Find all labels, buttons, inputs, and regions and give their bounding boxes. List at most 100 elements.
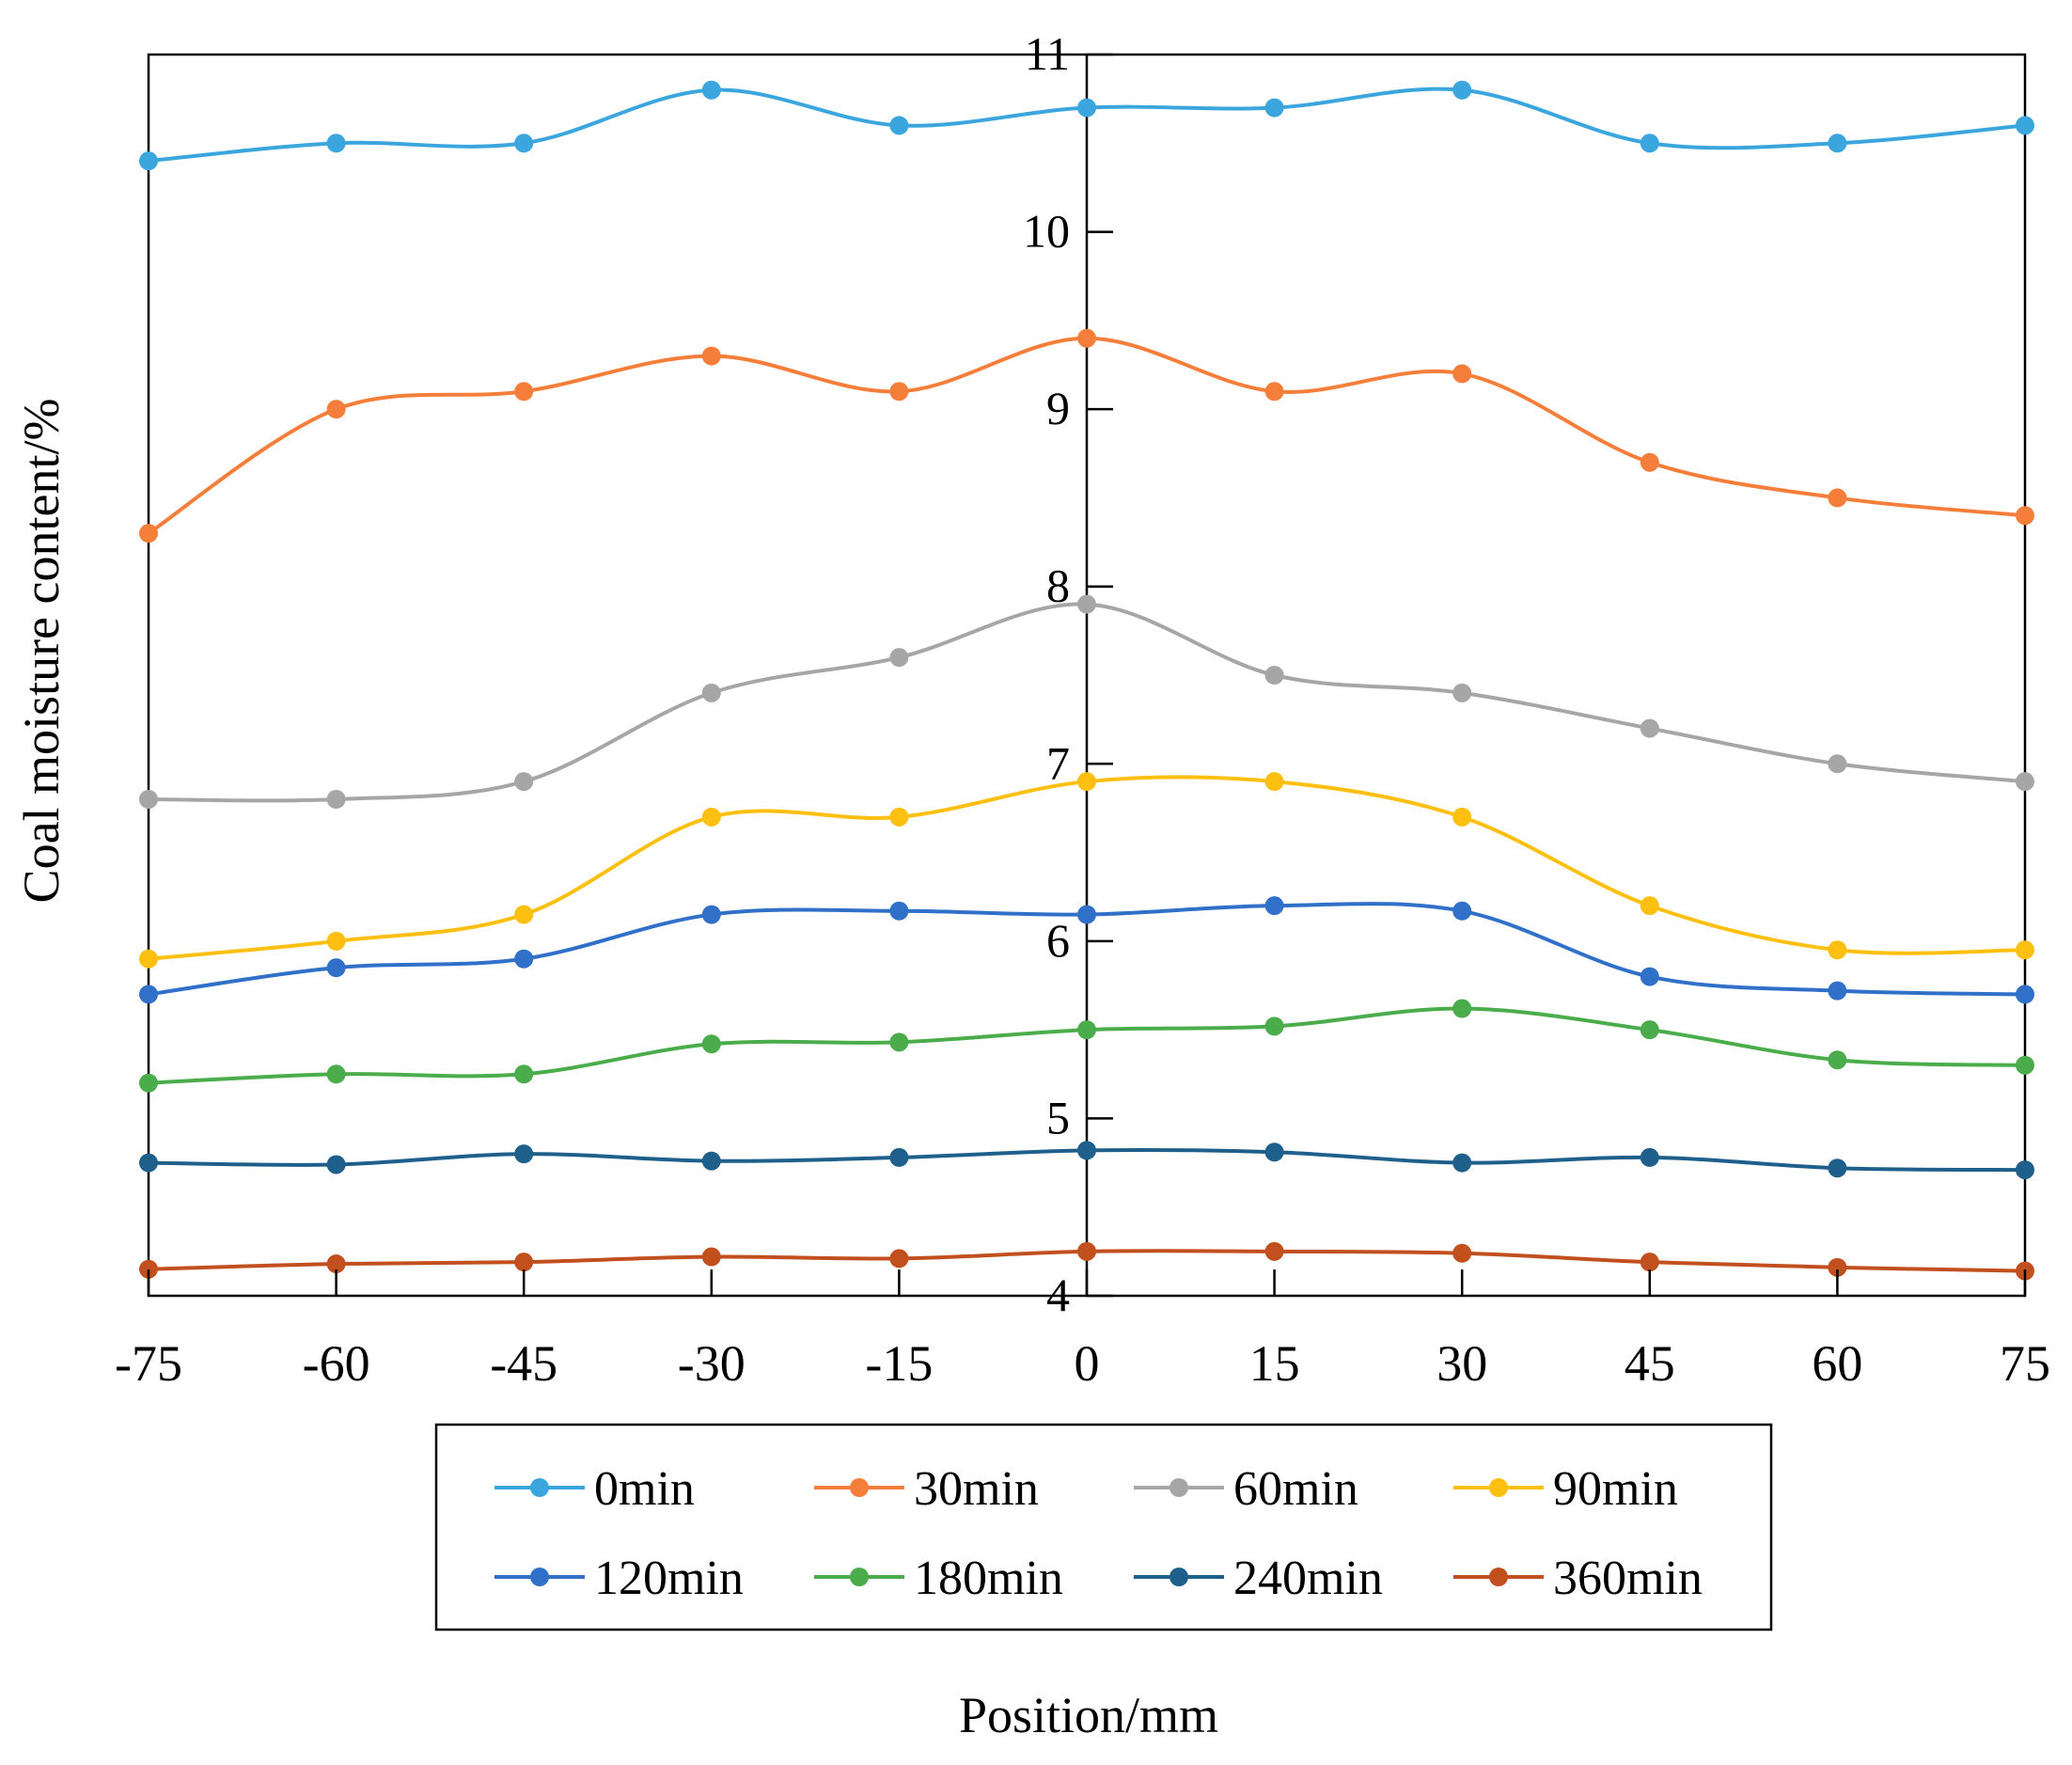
data-point [514,1253,534,1272]
data-point [889,116,909,135]
data-point [701,807,721,827]
x-tick-label: 60 [1812,1335,1862,1392]
data-point [1452,1153,1472,1173]
data-point [701,1034,721,1054]
data-point [1077,905,1096,924]
legend: 0min 30min 60min 90min 120min 180min 240min 360… [434,1423,1773,1631]
series-90min [139,772,2034,969]
x-tick-label: 15 [1249,1335,1300,1392]
data-point [326,400,346,419]
data-point [1640,1020,1659,1040]
data-point [1077,1241,1096,1261]
data-point [1828,754,1847,774]
data-point [1264,382,1284,402]
data-point [139,151,158,171]
data-point [1077,98,1096,118]
legend-item: 60min [1134,1462,1358,1516]
data-point [514,134,534,153]
data-point [889,1249,909,1269]
y-axis-ticks: 4 5 6 7 8 9 10 11 [1023,27,1113,1321]
data-point [1640,1147,1659,1167]
y-tick-label: 11 [1025,27,1070,80]
data-point [1264,896,1284,916]
data-point [2016,1160,2034,1180]
legend-label: 30min [914,1462,1039,1516]
data-point [139,949,158,969]
data-point [326,958,346,978]
data-point [1828,1158,1847,1178]
data-point [1077,594,1096,614]
data-point [889,901,909,921]
data-point [1640,718,1659,738]
data-point [514,905,534,924]
legend-label: 360min [1553,1552,1703,1605]
data-point [326,1254,346,1274]
legend-swatch-marker [1169,1478,1188,1497]
data-point [1077,328,1096,348]
data-point [1452,364,1472,384]
data-point [326,790,346,809]
data-point [1640,967,1659,986]
data-point [2016,985,2034,1004]
data-point [1264,666,1284,685]
data-point [326,1155,346,1174]
legend-swatch-marker [850,1568,869,1586]
data-point [889,1147,909,1167]
data-point [701,1247,721,1267]
legend-label: 60min [1233,1462,1358,1516]
series-240min [139,1141,2034,1180]
series-360min [139,1241,2034,1281]
data-point [2016,116,2034,135]
y-tick-label: 9 [1046,382,1070,434]
data-point [514,1064,534,1084]
data-point [1264,98,1284,118]
data-point [139,1259,158,1279]
legend-swatch-marker [850,1478,869,1497]
legend-label: 0min [594,1462,695,1516]
data-point [1452,683,1472,702]
legend-swatch-marker [1489,1568,1508,1586]
data-point [701,80,721,100]
data-point [1264,1241,1284,1261]
data-point [1077,1020,1096,1040]
y-tick-label: 4 [1046,1269,1070,1321]
data-point [1452,999,1472,1018]
legend-box [434,1423,1773,1631]
legend-label: 180min [914,1552,1063,1605]
x-tick-label: -15 [865,1335,933,1392]
data-point [701,683,721,702]
data-point [514,382,534,402]
legend-swatch-marker [1489,1478,1508,1497]
x-tick-label: -60 [303,1335,370,1392]
legend-swatch-marker [530,1478,549,1497]
data-point [1640,1253,1659,1272]
series-layer [139,80,2034,1281]
x-tick-label: 30 [1436,1335,1487,1392]
data-point [701,1151,721,1171]
y-tick-label: 7 [1046,736,1070,789]
data-point [139,1153,158,1173]
data-point [1452,1243,1472,1263]
data-point [326,1064,346,1084]
legend-item: 360min [1453,1552,1703,1605]
x-tick-label: 75 [2000,1335,2050,1392]
data-point [139,790,158,809]
data-point [2016,772,2034,792]
data-point [1264,1143,1284,1162]
data-point [889,1032,909,1052]
data-point [1640,134,1659,153]
data-point [1828,940,1847,960]
data-point [701,905,721,924]
data-point [1828,1257,1847,1277]
data-point [1640,452,1659,472]
data-point [514,772,534,792]
legend-item: 120min [494,1552,744,1605]
y-tick-label: 10 [1023,205,1070,258]
data-point [326,931,346,951]
x-axis-title: Position/mm [959,1687,1218,1743]
legend-item: 0min [494,1462,695,1516]
plot-frame [147,53,2027,1298]
data-point [1452,901,1472,921]
legend-label: 240min [1233,1552,1383,1605]
series-0min [139,80,2034,171]
